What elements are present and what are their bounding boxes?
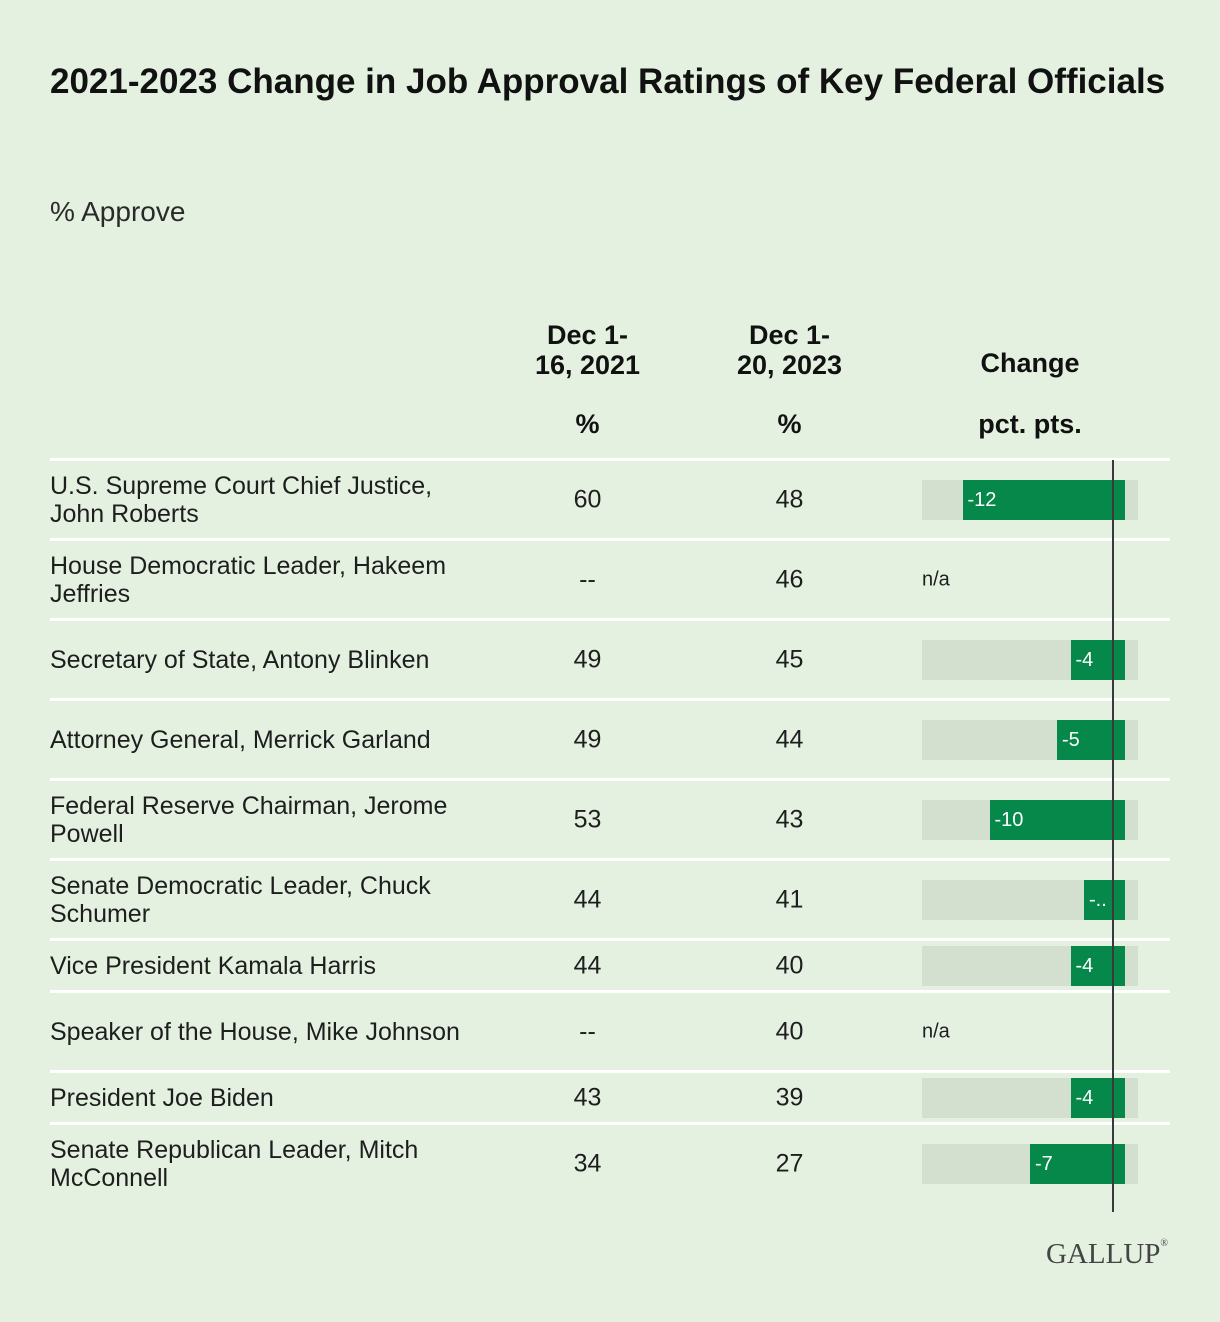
row-label: Senate Democratic Leader, Chuck Schumer [50, 871, 431, 928]
value-2021: 43 [573, 1083, 602, 1111]
approval-table: U.S. Supreme Court Chief Justice, John R… [50, 458, 1170, 1202]
row-label: Attorney General, Merrick Garland [50, 725, 431, 754]
value-2023: 39 [775, 1083, 804, 1111]
change-value-label: -4 [1075, 648, 1094, 671]
value-2021: 44 [573, 885, 602, 913]
change-bar [1070, 1077, 1125, 1118]
value-2021: 60 [573, 485, 602, 513]
change-bar [1084, 879, 1125, 920]
change-value-label: -12 [967, 488, 997, 511]
chart-title: 2021-2023 Change in Job Approval Ratings… [50, 62, 1166, 101]
value-2021: 53 [573, 805, 602, 833]
row-label: House Democratic Leader, Hakeem Jeffries [50, 551, 447, 608]
value-2023: 44 [775, 725, 804, 753]
row-label: Federal Reserve Chairman, Jerome Powell [50, 791, 448, 848]
change-bar-track: -4 [922, 1077, 1138, 1118]
change-bar [989, 799, 1125, 840]
row-label: Secretary of State, Antony Blinken [50, 645, 430, 674]
gallup-logo: GALLUP® [1046, 1238, 1168, 1271]
registered-mark-icon: ® [1160, 1238, 1168, 1249]
value-2023: 45 [775, 645, 804, 673]
change-bar [1070, 639, 1125, 680]
change-value-label: -.. [1089, 888, 1107, 911]
row-label: President Joe Biden [50, 1083, 274, 1112]
change-bar-track: -.. [922, 879, 1138, 920]
change-na: n/a [922, 568, 950, 590]
unit-label-2023: % [777, 409, 802, 439]
change-bar-track: -4 [922, 639, 1138, 680]
change-bar-track: -7 [922, 1143, 1138, 1184]
value-2021: 49 [573, 645, 602, 673]
value-2023: 40 [775, 951, 804, 979]
change-bar-track: -12 [922, 479, 1138, 520]
value-2021: 49 [573, 725, 602, 753]
value-2021: -- [579, 1017, 596, 1045]
gallup-logo-text: GALLUP [1046, 1238, 1161, 1270]
table-row: House Democratic Leader, Hakeem Jeffries… [50, 538, 1170, 618]
change-bar-track: -10 [922, 799, 1138, 840]
change-value-label: -4 [1075, 954, 1094, 977]
change-bar-track: -5 [922, 719, 1138, 760]
value-2023: 43 [775, 805, 804, 833]
value-2021: -- [579, 565, 596, 593]
table-row: U.S. Supreme Court Chief Justice, John R… [50, 458, 1170, 538]
zero-line [1112, 460, 1114, 1212]
table-row: Secretary of State, Antony Blinken 49 45 -4 [50, 618, 1170, 698]
row-label: Vice President Kamala Harris [50, 951, 377, 980]
column-header-2021-text: Dec 1- 16, 2021 [534, 320, 641, 380]
change-na: n/a [922, 1020, 950, 1042]
chart-subtitle: % Approve [50, 196, 186, 227]
unit-label-change: pct. pts. [978, 409, 1082, 439]
change-value-label: -7 [1035, 1152, 1053, 1175]
table-row: Vice President Kamala Harris 44 40 -4 [50, 938, 1170, 990]
table-row: Senate Republican Leader, Mitch McConnel… [50, 1122, 1170, 1202]
column-header-change: Change [980, 348, 1080, 378]
table-row: President Joe Biden 43 39 -4 [50, 1070, 1170, 1122]
value-2023: 40 [775, 1017, 804, 1045]
change-bar [962, 479, 1125, 520]
change-bar [1030, 1143, 1125, 1184]
row-label: Senate Republican Leader, Mitch McConnel… [50, 1135, 419, 1192]
column-header-2021: Dec 1- 16, 2021 [510, 320, 665, 380]
column-header-2023: Dec 1- 20, 2023 [712, 320, 867, 380]
value-2023: 41 [775, 885, 804, 913]
table-row: Speaker of the House, Mike Johnson -- 40 n/… [50, 990, 1170, 1070]
change-value-label: -5 [1062, 728, 1080, 751]
value-2023: 48 [775, 485, 804, 513]
table-row: Senate Democratic Leader, Chuck Schumer 4… [50, 858, 1170, 938]
column-header-2023-text: Dec 1- 20, 2023 [736, 320, 843, 380]
table-row: Federal Reserve Chairman, Jerome Powell 5… [50, 778, 1170, 858]
row-label: U.S. Supreme Court Chief Justice, John R… [50, 471, 433, 528]
value-2023: 46 [775, 565, 804, 593]
unit-label-2021: % [575, 409, 600, 439]
change-bar-track: -4 [922, 945, 1138, 986]
change-value-label: -10 [994, 808, 1024, 831]
value-2023: 27 [775, 1149, 804, 1177]
change-value-label: -4 [1075, 1086, 1094, 1109]
table-row: Attorney General, Merrick Garland 49 44 -5 [50, 698, 1170, 778]
value-2021: 34 [573, 1149, 602, 1177]
row-label: Speaker of the House, Mike Johnson [50, 1017, 460, 1046]
change-bar [1070, 945, 1125, 986]
value-2021: 44 [573, 951, 602, 979]
